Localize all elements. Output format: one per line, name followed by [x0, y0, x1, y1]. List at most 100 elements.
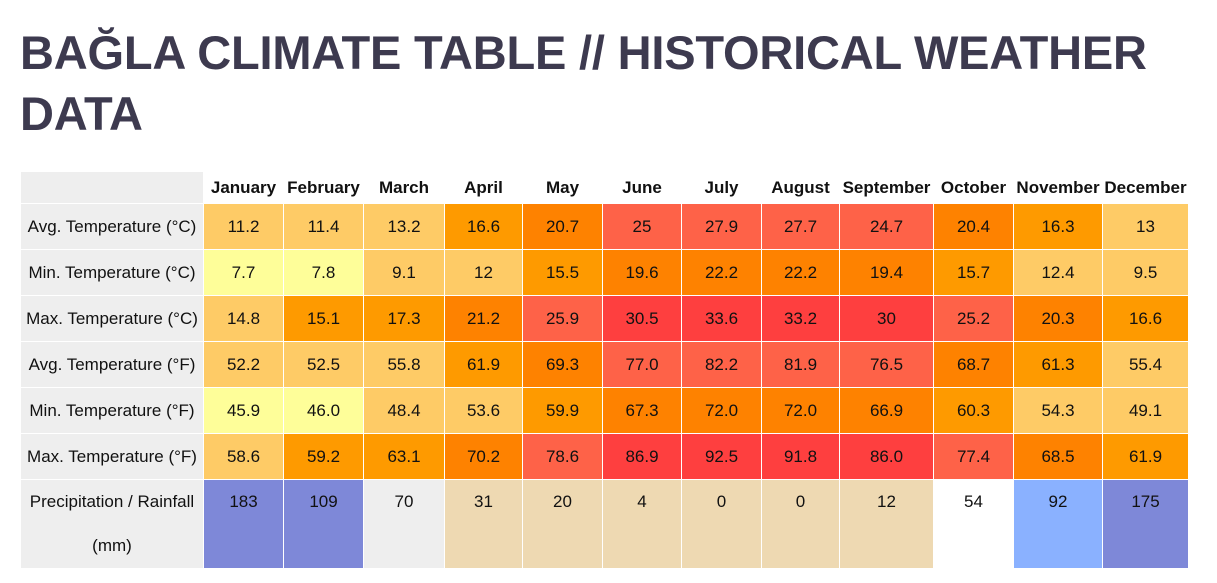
table-body: Avg. Temperature (°C) 11.2 11.4 13.2 16.6 20.… — [20, 203, 1189, 569]
month-header: May — [522, 171, 603, 204]
table-cell: 33.6 — [681, 295, 762, 342]
table-cell: 7.8 — [283, 249, 364, 296]
table-cell: 25 — [602, 203, 682, 250]
table-cell: 15.7 — [933, 249, 1014, 296]
temperature-row: Max. Temperature (°F) 58.6 59.2 63.1 70.2 78.… — [20, 433, 1189, 480]
table-cell: 17.3 — [363, 295, 445, 342]
table-cell: 175 — [1102, 479, 1189, 569]
table-cell: 52.5 — [283, 341, 364, 388]
table-cell: 109 — [283, 479, 364, 569]
table-cell: 9.5 — [1102, 249, 1189, 296]
table-cell: 20.4 — [933, 203, 1014, 250]
table-cell: 60.3 — [933, 387, 1014, 434]
table-cell: 68.5 — [1013, 433, 1103, 480]
table-cell: 54.3 — [1013, 387, 1103, 434]
month-header: December — [1102, 171, 1189, 204]
table-cell: 0 — [761, 479, 840, 569]
table-cell: 61.9 — [444, 341, 523, 388]
table-cell: 63.1 — [363, 433, 445, 480]
table-cell: 55.4 — [1102, 341, 1189, 388]
table-cell: 12 — [839, 479, 934, 569]
month-header: September — [839, 171, 934, 204]
table-cell: 61.9 — [1102, 433, 1189, 480]
table-cell: 46.0 — [283, 387, 364, 434]
row-label: Min. Temperature (°C) — [20, 249, 204, 296]
table-cell: 16.6 — [444, 203, 523, 250]
row-label: Max. Temperature (°F) — [20, 433, 204, 480]
table-cell: 14.8 — [203, 295, 284, 342]
table-cell: 12.4 — [1013, 249, 1103, 296]
table-cell: 30 — [839, 295, 934, 342]
table-cell: 77.4 — [933, 433, 1014, 480]
table-cell: 7.7 — [203, 249, 284, 296]
month-header-row: January February March April May June Ju… — [20, 171, 1189, 204]
table-cell: 53.6 — [444, 387, 523, 434]
table-cell: 21.2 — [444, 295, 523, 342]
table-cell: 16.6 — [1102, 295, 1189, 342]
table-cell: 91.8 — [761, 433, 840, 480]
table-cell: 66.9 — [839, 387, 934, 434]
climate-table: January February March April May June Ju… — [20, 171, 1189, 569]
table-cell: 13 — [1102, 203, 1189, 250]
temperature-row: Avg. Temperature (°F) 52.2 52.5 55.8 61.9 69.… — [20, 341, 1189, 388]
month-header: November — [1013, 171, 1103, 204]
table-cell: 82.2 — [681, 341, 762, 388]
table-cell: 86.9 — [602, 433, 682, 480]
month-header: June — [602, 171, 682, 204]
table-cell: 12 — [444, 249, 523, 296]
row-label: Avg. Temperature (°F) — [20, 341, 204, 388]
table-cell: 48.4 — [363, 387, 445, 434]
table-cell: 92.5 — [681, 433, 762, 480]
table-cell: 68.7 — [933, 341, 1014, 388]
table-cell: 11.2 — [203, 203, 284, 250]
temperature-row: Max. Temperature (°C) 14.8 15.1 17.3 21.2 25.… — [20, 295, 1189, 342]
table-cell: 9.1 — [363, 249, 445, 296]
month-header: April — [444, 171, 523, 204]
table-cell: 24.7 — [839, 203, 934, 250]
table-cell: 33.2 — [761, 295, 840, 342]
precipitation-row: Precipitation / Rainfall (mm) 183 109 70 31 2… — [20, 479, 1189, 569]
table-cell: 72.0 — [681, 387, 762, 434]
table-cell: 15.1 — [283, 295, 364, 342]
table-cell: 22.2 — [761, 249, 840, 296]
table-cell: 59.2 — [283, 433, 364, 480]
row-label: Precipitation / Rainfall (mm) — [20, 479, 204, 569]
table-cell: 69.3 — [522, 341, 603, 388]
table-cell: 58.6 — [203, 433, 284, 480]
header-corner — [20, 171, 204, 204]
table-cell: 59.9 — [522, 387, 603, 434]
table-cell: 20 — [522, 479, 603, 569]
table-cell: 70.2 — [444, 433, 523, 480]
month-header: October — [933, 171, 1014, 204]
page-title: BAĞLA CLIMATE TABLE // HISTORICAL WEATHE… — [20, 26, 1147, 140]
table-cell: 20.3 — [1013, 295, 1103, 342]
table-cell: 49.1 — [1102, 387, 1189, 434]
table-cell: 19.6 — [602, 249, 682, 296]
table-cell: 183 — [203, 479, 284, 569]
table-cell: 86.0 — [839, 433, 934, 480]
row-label: Min. Temperature (°F) — [20, 387, 204, 434]
temperature-row: Min. Temperature (°F) 45.9 46.0 48.4 53.6 59.… — [20, 387, 1189, 434]
table-cell: 16.3 — [1013, 203, 1103, 250]
table-cell: 25.9 — [522, 295, 603, 342]
table-cell: 81.9 — [761, 341, 840, 388]
table-cell: 27.9 — [681, 203, 762, 250]
table-cell: 92 — [1013, 479, 1103, 569]
table-cell: 27.7 — [761, 203, 840, 250]
table-cell: 0 — [681, 479, 762, 569]
table-cell: 61.3 — [1013, 341, 1103, 388]
month-header: March — [363, 171, 445, 204]
table-cell: 22.2 — [681, 249, 762, 296]
table-cell: 19.4 — [839, 249, 934, 296]
table-cell: 4 — [602, 479, 682, 569]
month-header: July — [681, 171, 762, 204]
table-cell: 31 — [444, 479, 523, 569]
table-cell: 78.6 — [522, 433, 603, 480]
month-header: February — [283, 171, 364, 204]
table-cell: 67.3 — [602, 387, 682, 434]
table-cell: 30.5 — [602, 295, 682, 342]
table-cell: 15.5 — [522, 249, 603, 296]
month-header: August — [761, 171, 840, 204]
table-cell: 20.7 — [522, 203, 603, 250]
table-cell: 25.2 — [933, 295, 1014, 342]
